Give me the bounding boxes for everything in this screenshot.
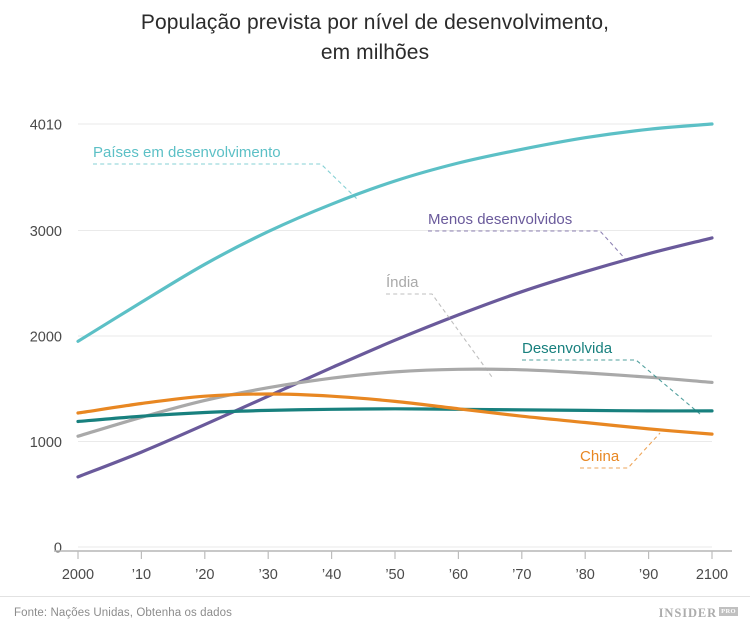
x-axis-tick-label: ’10 — [132, 567, 151, 583]
x-axis-tick-label: ’30 — [259, 567, 278, 583]
x-axis-tick-label: ’40 — [322, 567, 341, 583]
series-label-least_developed: Menos desenvolvidos — [428, 211, 572, 228]
series-label-india: Índia — [386, 274, 419, 291]
x-axis-tick-label: ’60 — [449, 567, 468, 583]
series-line-desenvolvida[interactable] — [76, 407, 714, 424]
leader-line-developing — [93, 163, 358, 200]
logo-pro-badge: PRO — [719, 607, 738, 616]
series-annotation-developing: Países em desenvolvimento — [93, 144, 358, 200]
series-label-developed: Desenvolvida — [522, 340, 613, 357]
y-axis-tick-label: 0 — [54, 541, 62, 557]
x-axis-tick-label: 2000 — [62, 567, 94, 583]
series-label-developing: Países em desenvolvimento — [93, 144, 281, 161]
line-chart-plot: 0 1000 2000 3000 4010 2000 ’10 ’20 ’30 ’40 ’50 ’60 ’… — [30, 118, 732, 583]
x-axis-tick-label: 2100 — [696, 567, 728, 583]
leader-line-developed — [522, 359, 701, 415]
chart-title-line-2: em milhões — [320, 41, 430, 64]
leader-line-india — [386, 293, 493, 378]
x-axis-tick-label: ’20 — [195, 567, 214, 583]
series-label-china: China — [580, 448, 620, 465]
series-line-paises-em-desenvolvimento[interactable] — [76, 122, 714, 343]
series-annotation-developed: Desenvolvida — [522, 340, 701, 415]
y-axis-tick-label: 1000 — [30, 435, 62, 451]
chart-title-line-1: População prevista por nível de desenvol… — [140, 11, 610, 34]
series-annotation-india: Índia — [386, 274, 493, 378]
series-annotation-least_developed: Menos desenvolvidos — [428, 211, 629, 263]
series-line-menos-desenvolvidos[interactable] — [76, 236, 714, 479]
insider-pro-logo: INSIDER PRO — [659, 606, 738, 621]
page-title: População prevista por nível de desenvol… — [75, 8, 675, 68]
y-axis-tick-label: 3000 — [30, 224, 62, 240]
leader-line-least_developed — [428, 230, 629, 263]
x-axis-tick-label: ’70 — [512, 567, 531, 583]
source-note[interactable]: Fonte: Nações Unidas, Obtenha os dados — [14, 607, 232, 619]
y-axis-tick-label: 2000 — [30, 330, 62, 346]
series-line-india[interactable] — [76, 367, 714, 438]
series-line-china[interactable] — [76, 392, 714, 436]
x-axis-tick-label: ’80 — [576, 567, 595, 583]
logo-wordmark: INSIDER — [658, 606, 718, 620]
x-axis-tick-label: ’90 — [639, 567, 658, 583]
x-axis-tick-label: ’50 — [385, 567, 404, 583]
leader-line-china — [580, 432, 661, 469]
chart-footer: Fonte: Nações Unidas, Obtenha os dados I… — [0, 596, 750, 635]
y-axis-tick-label: 4010 — [30, 118, 62, 134]
series-annotation-china: China — [580, 432, 661, 469]
